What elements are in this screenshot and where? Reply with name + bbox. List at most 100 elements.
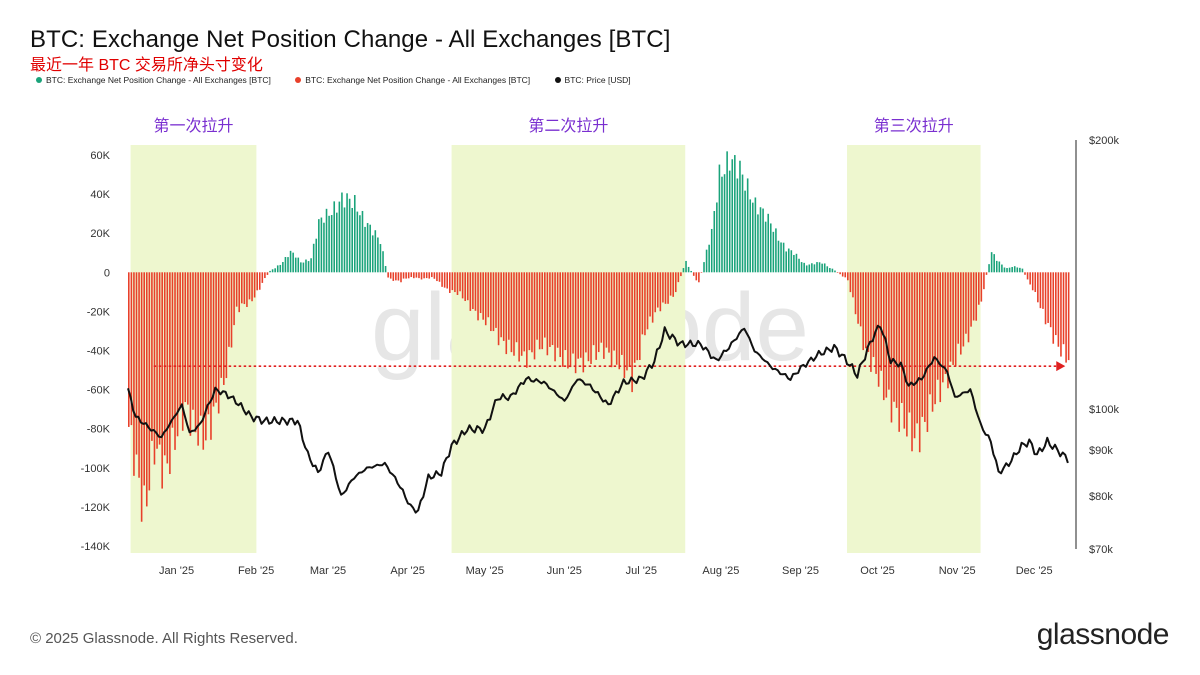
net-position-bar — [261, 272, 264, 283]
net-position-bar — [341, 192, 343, 273]
y-tick-label-right: $200k — [1089, 135, 1119, 147]
net-position-bar — [464, 272, 466, 302]
net-position-bar — [425, 272, 428, 279]
x-tick-label: Jun '25 — [547, 565, 582, 577]
net-position-bar — [677, 272, 680, 283]
net-position-bar — [418, 272, 420, 279]
net-position-bar — [415, 272, 418, 278]
net-position-bar — [947, 272, 949, 389]
net-position-bar — [495, 272, 497, 328]
net-position-bar — [474, 272, 477, 311]
net-position-bar — [441, 272, 443, 287]
net-position-bar — [402, 272, 405, 279]
net-position-bar — [631, 272, 633, 393]
net-position-bar — [479, 272, 482, 314]
net-position-bar — [171, 272, 174, 428]
y-tick-label-left: -140K — [81, 541, 111, 553]
net-position-bar — [1049, 272, 1052, 328]
net-position-bar — [680, 272, 682, 277]
net-position-bar — [585, 272, 587, 353]
net-position-bar — [615, 272, 618, 365]
x-tick-label: Jul '25 — [626, 565, 657, 577]
net-position-bar — [143, 272, 145, 486]
y-tick-label-left: -120K — [81, 502, 111, 514]
phase-label-3: 第三次拉升 — [874, 116, 954, 135]
net-position-bar — [541, 272, 544, 350]
net-position-bar — [1029, 272, 1031, 285]
x-tick-label: Sep '25 — [782, 565, 819, 577]
net-position-bar — [1001, 264, 1003, 273]
net-position-bar — [790, 250, 793, 273]
net-position-bar — [223, 272, 225, 385]
net-position-bar — [672, 272, 674, 297]
net-position-bar — [359, 215, 361, 273]
net-position-bar — [939, 272, 942, 403]
net-position-bar — [988, 264, 990, 273]
net-position-bar — [857, 272, 859, 324]
net-position-bar — [641, 272, 644, 335]
net-position-bar — [636, 272, 639, 361]
x-tick-label: Nov '25 — [939, 565, 976, 577]
net-position-bar — [351, 207, 353, 273]
y-tick-label-left: -40K — [87, 346, 111, 358]
net-position-bar — [502, 272, 505, 341]
net-position-bar — [931, 272, 934, 412]
net-position-bar — [248, 272, 251, 300]
net-position-bar — [202, 272, 205, 450]
net-position-bar — [284, 257, 287, 273]
phase-label-2: 第二次拉升 — [528, 116, 608, 135]
net-position-bar — [492, 272, 495, 332]
net-position-bar — [1039, 272, 1042, 309]
net-position-bar — [569, 272, 572, 368]
net-position-bar — [972, 272, 975, 321]
net-position-bar — [389, 272, 392, 279]
net-position-bar — [153, 272, 156, 465]
net-position-bar — [536, 272, 538, 340]
net-position-bar — [1003, 267, 1006, 273]
net-position-bar — [256, 272, 258, 291]
legend-item-inflow[interactable]: BTC: Exchange Net Position Change - All … — [36, 75, 271, 85]
glassnode-logo[interactable]: glassnode — [1036, 618, 1170, 651]
net-position-bar — [297, 257, 300, 273]
net-position-bar — [713, 211, 716, 273]
legend: BTC: Exchange Net Position Change - All … — [36, 75, 653, 85]
net-position-bar — [572, 272, 574, 354]
net-position-bar — [215, 272, 217, 403]
net-position-bar — [847, 272, 849, 281]
net-position-bar — [867, 272, 870, 352]
net-position-bar — [962, 272, 965, 347]
net-position-bar — [975, 272, 978, 321]
net-position-bar — [266, 272, 269, 275]
net-position-bar — [795, 253, 798, 273]
net-position-bar — [818, 262, 821, 273]
chart-canvas: glassnode第一次拉升第二次拉升第三次拉升60K40K20K0-20K-4… — [81, 116, 1120, 577]
net-position-bar — [258, 272, 261, 290]
net-position-bar — [613, 272, 615, 351]
net-position-bar — [184, 272, 187, 403]
net-position-bar — [926, 272, 929, 432]
net-position-bar — [595, 272, 597, 360]
net-position-bar — [307, 261, 310, 273]
net-position-bar — [353, 195, 356, 273]
net-position-bar — [844, 272, 847, 278]
net-position-bar — [176, 272, 179, 437]
x-tick-label: May '25 — [466, 565, 504, 577]
net-position-bar — [181, 272, 184, 431]
net-position-bar — [669, 272, 672, 296]
net-position-bar — [893, 272, 895, 402]
legend-item-price[interactable]: BTC: Price [USD] — [554, 75, 631, 85]
y-tick-label-left: 40K — [90, 189, 110, 201]
net-position-bar — [197, 272, 199, 446]
net-position-bar — [456, 272, 459, 295]
net-position-bar — [135, 272, 138, 455]
net-position-bar — [230, 272, 233, 348]
net-position-bar — [533, 272, 536, 360]
net-position-bar — [659, 272, 662, 312]
net-position-bar — [934, 272, 936, 405]
net-position-bar — [333, 201, 336, 273]
net-position-bar — [271, 269, 274, 273]
net-position-bar — [158, 272, 161, 445]
net-position-bar — [823, 263, 826, 273]
net-position-bar — [513, 272, 515, 356]
legend-item-outflow[interactable]: BTC: Exchange Net Position Change - All … — [295, 75, 530, 85]
